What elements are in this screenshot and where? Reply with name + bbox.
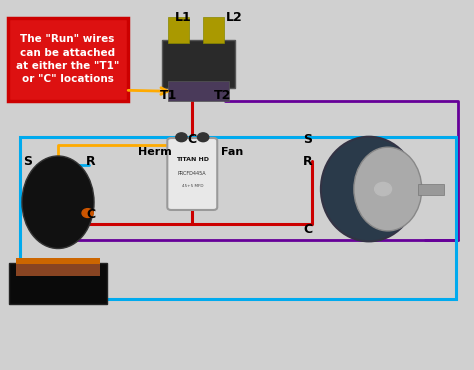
Text: L1: L1 (174, 11, 191, 24)
Text: R: R (86, 155, 96, 168)
Text: C: C (86, 208, 96, 221)
FancyBboxPatch shape (168, 81, 228, 101)
FancyBboxPatch shape (8, 18, 128, 101)
Ellipse shape (22, 156, 94, 249)
Text: PRCFD445A: PRCFD445A (178, 171, 207, 176)
FancyBboxPatch shape (167, 138, 217, 210)
Circle shape (176, 133, 187, 142)
Text: C: C (303, 223, 312, 236)
Text: S: S (303, 132, 312, 146)
Text: The "Run" wires
can be attached
at either the "T1"
or "C" locations: The "Run" wires can be attached at eithe… (16, 34, 119, 84)
Ellipse shape (354, 147, 422, 231)
Circle shape (198, 133, 209, 142)
Text: R: R (303, 155, 312, 168)
FancyBboxPatch shape (16, 258, 100, 264)
Text: TITAN HD: TITAN HD (176, 157, 209, 162)
Text: Herm: Herm (138, 147, 172, 157)
Text: S: S (23, 155, 32, 168)
Text: T2: T2 (214, 88, 232, 101)
FancyBboxPatch shape (168, 17, 189, 43)
Text: C: C (188, 132, 197, 146)
FancyBboxPatch shape (16, 264, 100, 276)
Text: 45+5 MFD: 45+5 MFD (182, 184, 203, 188)
Text: L2: L2 (226, 11, 243, 24)
FancyBboxPatch shape (419, 184, 444, 195)
FancyBboxPatch shape (162, 40, 235, 88)
Text: T1: T1 (160, 88, 177, 101)
Text: Fan: Fan (221, 147, 244, 157)
Circle shape (82, 209, 93, 218)
FancyBboxPatch shape (203, 17, 224, 43)
FancyBboxPatch shape (9, 263, 107, 304)
Ellipse shape (321, 137, 417, 241)
Circle shape (374, 182, 392, 196)
